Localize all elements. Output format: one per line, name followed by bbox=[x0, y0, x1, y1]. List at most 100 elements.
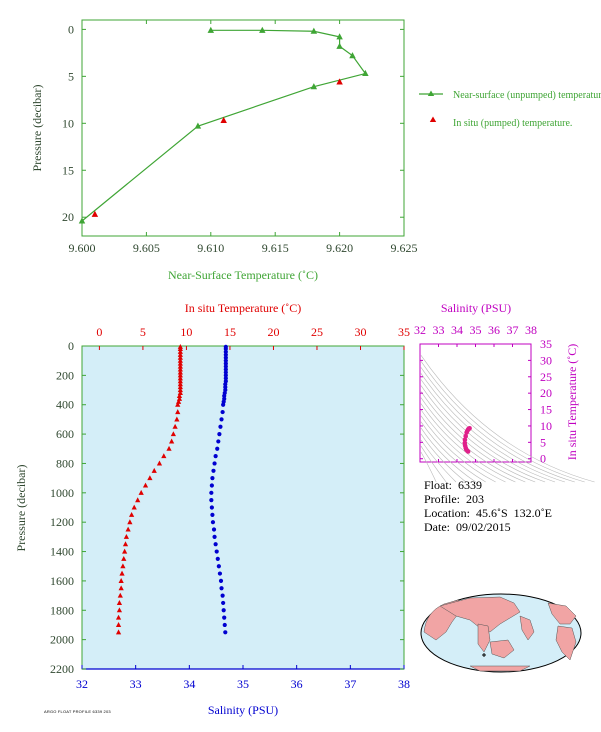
temperature-point bbox=[177, 366, 183, 372]
pressure-tick-label: 0 bbox=[68, 339, 74, 353]
temperature-point bbox=[177, 357, 183, 363]
near-surface-xtick-label: 9.605 bbox=[133, 241, 160, 255]
salinity-point bbox=[217, 571, 223, 576]
temperature-tick-label: 25 bbox=[311, 325, 323, 339]
ts-xtick-label: 38 bbox=[525, 323, 537, 337]
salinity-point bbox=[222, 622, 227, 628]
ts-point bbox=[462, 440, 468, 446]
profile-ylabel: Pressure (decibar) bbox=[14, 465, 28, 552]
salinity-point bbox=[209, 505, 214, 510]
temperature-point bbox=[128, 511, 135, 517]
temperature-point bbox=[123, 533, 129, 539]
salinity-point bbox=[223, 382, 228, 387]
temperature-point bbox=[170, 431, 176, 437]
temperature-point bbox=[119, 570, 125, 576]
salinity-point bbox=[221, 608, 226, 613]
pressure-tick-label: 2000 bbox=[50, 633, 74, 647]
salinity-point bbox=[216, 439, 221, 444]
temperature-tick-label: 10 bbox=[180, 325, 192, 339]
density-contour bbox=[420, 421, 486, 483]
ts-point bbox=[462, 437, 468, 443]
temperature-point bbox=[131, 504, 137, 510]
pressure-tick-label: 1800 bbox=[50, 603, 74, 617]
pressure-tick-label: 400 bbox=[56, 398, 74, 412]
salinity-tick-label: 37 bbox=[344, 677, 356, 691]
temperature-point bbox=[172, 423, 178, 429]
temperature-point bbox=[176, 395, 183, 401]
density-contour bbox=[420, 355, 595, 483]
salinity-point bbox=[219, 417, 224, 422]
density-contour bbox=[420, 361, 585, 483]
near-surface-xtick-label: 9.600 bbox=[69, 241, 96, 255]
salinity-point bbox=[223, 355, 228, 360]
salinity-point bbox=[223, 364, 228, 369]
temperature-point bbox=[177, 348, 183, 354]
salinity-point bbox=[223, 346, 228, 352]
near-surface-xtick-label: 9.615 bbox=[262, 241, 289, 255]
legend-label-unpumped: Near-surface (unpumped) temperature. bbox=[453, 90, 601, 101]
temperature-point bbox=[175, 398, 182, 404]
temperature-point bbox=[176, 393, 183, 398]
temperature-point bbox=[125, 526, 131, 532]
salinity-point bbox=[213, 454, 218, 459]
pressure-tick-label: 1400 bbox=[50, 545, 74, 559]
salinity-tick-label: 33 bbox=[130, 677, 142, 691]
salinity-point bbox=[210, 520, 216, 525]
salinity-point bbox=[223, 361, 228, 366]
ts-xtick-label: 33 bbox=[433, 323, 445, 337]
temperature-point bbox=[177, 387, 183, 393]
ts-ytick-label: 15 bbox=[540, 403, 552, 417]
profile-date: Date: 09/02/2015 bbox=[424, 520, 511, 534]
temperature-point bbox=[177, 351, 183, 357]
temperature-point bbox=[117, 592, 123, 598]
temperature-point bbox=[177, 363, 183, 369]
density-contour bbox=[420, 373, 565, 483]
ts-ytick-label: 5 bbox=[540, 435, 546, 449]
pumped-temperature-point bbox=[220, 116, 227, 124]
pressure-tick-label: 800 bbox=[56, 456, 74, 470]
salinity-point bbox=[216, 564, 221, 569]
ts-xtick-label: 37 bbox=[507, 323, 519, 337]
temperature-point bbox=[115, 629, 122, 635]
density-contour bbox=[420, 367, 575, 483]
ts-xtick-label: 35 bbox=[470, 323, 482, 337]
unpumped-temperature-point bbox=[310, 83, 318, 90]
temperature-point bbox=[177, 381, 183, 387]
temperature-point bbox=[175, 409, 181, 415]
salinity-point bbox=[221, 600, 226, 606]
pressure-tick-label: 1200 bbox=[50, 515, 74, 529]
pressure-tick-label: 200 bbox=[56, 368, 74, 382]
temperature-point bbox=[174, 416, 180, 422]
temperature-tick-label: 35 bbox=[398, 325, 410, 339]
temperature-point bbox=[138, 489, 144, 495]
temperature-point bbox=[127, 519, 133, 525]
density-contour bbox=[420, 415, 496, 483]
salinity-point bbox=[215, 556, 220, 561]
float-info: Float: 6339 Profile: 203 Location: 45.6˚… bbox=[424, 478, 552, 534]
footer-code: ARGO FLOAT PROFILE 6339 203 bbox=[44, 709, 111, 714]
temperature-point bbox=[156, 460, 163, 466]
near-surface-ytick-label: 0 bbox=[68, 22, 74, 36]
temperature-tick-label: 5 bbox=[140, 325, 146, 339]
salinity-point bbox=[209, 490, 214, 495]
ts-xtick-label: 34 bbox=[451, 323, 463, 337]
near-surface-plot-frame bbox=[81, 19, 405, 237]
temperature-point bbox=[177, 360, 183, 366]
salinity-point bbox=[209, 483, 214, 488]
salinity-point bbox=[218, 424, 223, 429]
density-contour bbox=[420, 379, 556, 483]
salinity-point bbox=[223, 352, 228, 357]
density-contour bbox=[420, 439, 457, 483]
unpumped-temperature-point bbox=[78, 217, 86, 224]
temperature-point bbox=[177, 378, 183, 384]
temperature-point bbox=[175, 401, 181, 407]
ts-ytick-label: 20 bbox=[540, 386, 552, 400]
temperature-tick-label: 30 bbox=[354, 325, 366, 339]
ts-xtick-label: 36 bbox=[488, 323, 500, 337]
near-surface-ylabel: Pressure (decibar) bbox=[30, 85, 44, 172]
world-map bbox=[420, 593, 582, 673]
legend-marker-unpumped bbox=[427, 90, 435, 96]
profile-number: Profile: 203 bbox=[424, 492, 484, 506]
temperature-point bbox=[116, 607, 123, 613]
near-surface-xtick-label: 9.625 bbox=[391, 241, 418, 255]
